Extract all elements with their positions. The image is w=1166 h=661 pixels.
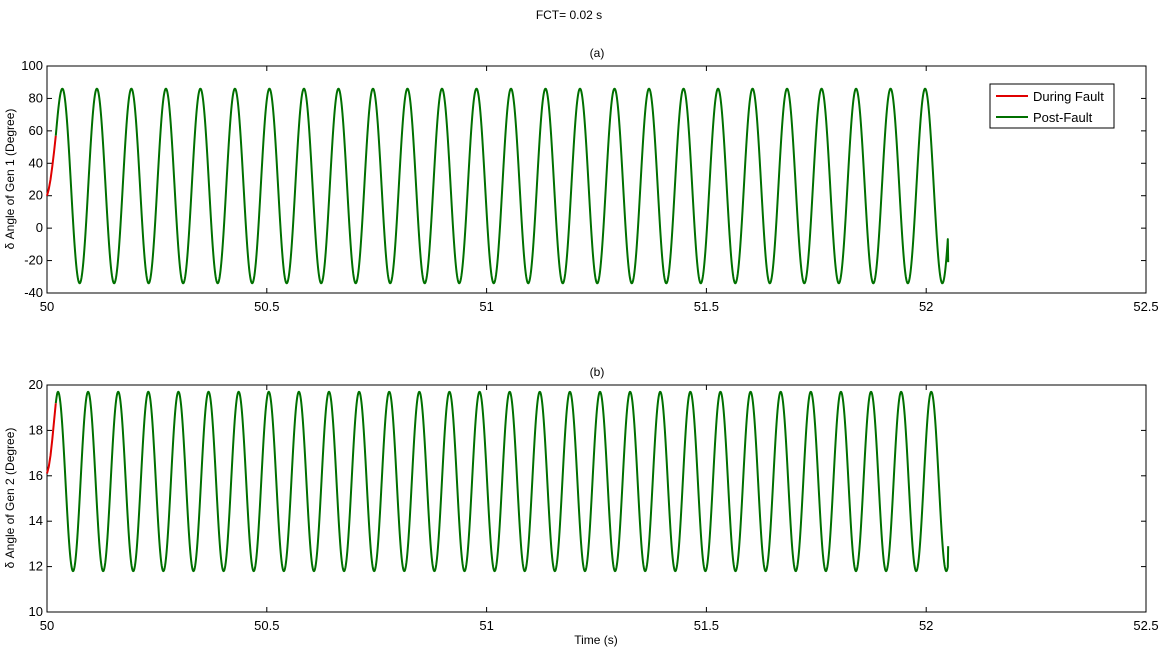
legend-label-post-fault: Post-Fault [1033,110,1093,125]
subplot-a: (a) 50 50.5 51 51.5 52 52.5 -40 -20 0 20 40 60 80 10… [3,46,1159,314]
subplot-b-plot-area [46,390,950,573]
x-tick-label: 51.5 [694,618,719,633]
y-tick-label: 18 [29,422,43,437]
subplot-b-title: (b) [590,365,605,379]
subplot-a-plot-area [46,87,950,285]
x-tick-label: 50 [40,299,54,314]
y-tick-label: 16 [29,468,43,483]
x-tick-label: 52 [919,299,933,314]
x-tick-label: 52.5 [1133,618,1158,633]
x-tick-label: 51 [479,299,493,314]
figure-suptitle: FCT= 0.02 s [536,8,602,22]
y-tick-label: 80 [29,90,43,105]
y-tick-label: 60 [29,123,43,138]
y-tick-label: 14 [29,513,43,528]
y-tick-label: 20 [29,188,43,203]
series-line-post-fault [54,87,950,285]
y-tick-label: -20 [24,253,43,268]
x-tick-label: 50 [40,618,54,633]
subplot-a-title: (a) [590,46,605,60]
legend-box [989,83,1115,129]
subplot-b-ylabel: δ Angle of Gen 2 (Degree) [3,428,17,569]
subplot-a-axes-box [46,65,1147,294]
subplot-a-ylabel: δ Angle of Gen 1 (Degree) [3,109,17,250]
y-tick-label: 12 [29,559,43,574]
legend-label-during-fault: During Fault [1033,89,1104,104]
subplot-b-x-ticks: 50 50.5 51 51.5 52 52.5 [40,385,1159,633]
x-tick-label: 51.5 [694,299,719,314]
x-tick-label: 52.5 [1133,299,1158,314]
y-tick-label: 10 [29,604,43,619]
x-tick-label: 50.5 [254,618,279,633]
y-tick-label: 100 [21,58,43,73]
y-tick-label: 20 [29,377,43,392]
subplot-b-axes-box [46,384,1147,613]
subplot-a-y-ticks: -40 -20 0 20 40 60 80 100 [21,58,1146,300]
series-line-during-fault [46,135,57,196]
subplot-a-x-ticks: 50 50.5 51 51.5 52 52.5 [40,66,1159,314]
x-tick-label: 51 [479,618,493,633]
x-tick-label: 50.5 [254,299,279,314]
y-tick-label: -40 [24,285,43,300]
y-tick-label: 40 [29,155,43,170]
subplot-b-xlabel: Time (s) [574,633,618,647]
legend: During Fault Post-Fault [989,83,1115,129]
subplot-b-y-ticks: 10 12 14 16 18 20 [29,377,1146,619]
series-line-during-fault [46,403,57,474]
subplot-b: (b) 50 50.5 51 51.5 52 52.5 10 12 14 16 18 20 δ An… [3,365,1159,647]
y-tick-label: 0 [36,220,43,235]
x-tick-label: 52 [919,618,933,633]
series-line-post-fault [54,390,950,573]
